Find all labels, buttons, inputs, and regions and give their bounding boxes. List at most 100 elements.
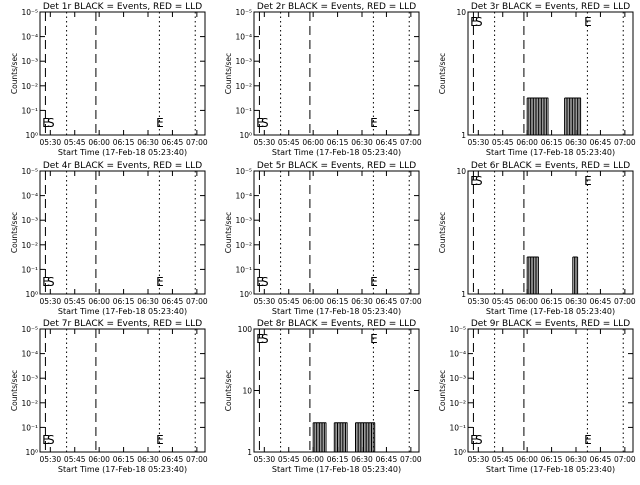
plot-frame — [253, 11, 420, 136]
y-tick-label: 10⁻³ — [449, 374, 466, 383]
y-tick-label: 1 — [461, 290, 466, 299]
marker-e: E — [42, 275, 50, 289]
marker-s: S — [47, 275, 55, 289]
x-tick-label: 06:45 — [590, 138, 612, 147]
x-tick-label: 05:30 — [40, 138, 62, 147]
marker-e: E — [470, 433, 478, 447]
y-tick-label: 10⁻⁴ — [449, 350, 466, 359]
y-tick-label: 10⁻⁴ — [235, 192, 252, 201]
events-series-line — [526, 97, 582, 135]
x-tick-label: 07:00 — [614, 455, 636, 464]
plot-frame — [39, 170, 206, 295]
x-axis-label: Start Time (17-Feb-18 05:23:40) — [272, 465, 401, 474]
marker-s: S — [261, 275, 269, 289]
x-tick-label: 06:30 — [137, 138, 159, 147]
y-tick-label: 10⁻¹ — [21, 265, 38, 274]
panel-title: Det 2r BLACK = Events, RED = LLD — [257, 2, 416, 12]
x-tick-label: 05:30 — [468, 455, 490, 464]
plot-frame — [253, 328, 420, 453]
x-tick-label: 06:15 — [113, 297, 135, 306]
x-tick-label: 06:45 — [590, 297, 612, 306]
marker-e: E — [370, 116, 378, 130]
x-tick-label: 06:30 — [351, 138, 373, 147]
x-tick-label: 06:45 — [376, 297, 398, 306]
x-tick-label: 05:45 — [278, 455, 300, 464]
y-axis-label: Counts/sec — [438, 370, 447, 411]
marker-e: E — [156, 433, 164, 447]
y-tick-label: 10⁰ — [453, 448, 466, 457]
panel-title: Det 8r BLACK = Events, RED = LLD — [257, 319, 416, 329]
marker-e: E — [584, 433, 592, 447]
y-tick-label: 10⁻¹ — [21, 423, 38, 432]
x-tick-label: 06:15 — [113, 455, 135, 464]
x-tick-label: 06:00 — [302, 297, 324, 306]
y-tick-label: 10⁻⁵ — [235, 167, 252, 176]
x-tick-label: 06:30 — [351, 455, 373, 464]
x-tick-label: 06:00 — [88, 297, 110, 306]
x-tick-label: 06:00 — [302, 455, 324, 464]
x-tick-label: 05:45 — [492, 297, 514, 306]
x-tick-label: 07:00 — [400, 297, 422, 306]
plot-frame — [39, 328, 206, 453]
marker-e: E — [156, 116, 164, 130]
panel-det-7: Det 7r BLACK = Events, RED = LLD 10⁰ 10⁻¹ 1… — [10, 319, 208, 474]
x-tick-label: 06:00 — [516, 455, 538, 464]
y-tick-label: 10⁻³ — [21, 216, 38, 225]
x-tick-label: 06:45 — [162, 138, 184, 147]
x-axis-label: Start Time (17-Feb-18 05:23:40) — [58, 307, 187, 316]
y-tick-label: 10⁻³ — [21, 57, 38, 66]
panel-det-8: Det 8r BLACK = Events, RED = LLD 1 10 100 Co… — [224, 319, 422, 474]
x-tick-label: 05:30 — [40, 297, 62, 306]
x-tick-label: 05:45 — [64, 455, 86, 464]
y-tick-label: 10⁻² — [235, 82, 252, 91]
panel-det-3: Det 3r BLACK = Events, RED = LLD 1 10 Count… — [438, 2, 636, 157]
y-tick-label: 10⁰ — [25, 448, 38, 457]
y-axis-label: Counts/sec — [438, 53, 447, 94]
y-axis-label: Counts/sec — [10, 212, 19, 253]
y-tick-label: 100 — [238, 325, 253, 334]
panel-det-4: Det 4r BLACK = Events, RED = LLD 10⁰ 10⁻¹ 1… — [10, 161, 208, 316]
x-tick-label: 06:15 — [541, 297, 563, 306]
x-tick-label: 06:45 — [590, 455, 612, 464]
marker-e: E — [584, 174, 592, 188]
x-tick-label: 05:30 — [468, 297, 490, 306]
panel-title: Det 9r BLACK = Events, RED = LLD — [471, 319, 630, 329]
plot-frame — [467, 170, 634, 295]
y-tick-label: 10 — [456, 167, 466, 176]
y-axis-label: Counts/sec — [10, 370, 19, 411]
y-tick-label: 10⁰ — [239, 131, 252, 140]
y-tick-label: 10 — [456, 8, 466, 17]
x-tick-label: 06:15 — [113, 138, 135, 147]
marker-s: S — [475, 433, 483, 447]
panel-det-6: Det 6r BLACK = Events, RED = LLD 1 10 Count… — [438, 161, 636, 316]
x-tick-label: 06:30 — [565, 455, 587, 464]
y-tick-label: 10⁻⁵ — [21, 167, 38, 176]
x-tick-label: 06:15 — [541, 138, 563, 147]
marker-e: E — [370, 332, 378, 346]
x-tick-label: 07:00 — [614, 297, 636, 306]
x-tick-label: 05:45 — [64, 138, 86, 147]
plot-frame — [467, 11, 634, 136]
y-tick-label: 10⁰ — [25, 131, 38, 140]
x-tick-label: 06:45 — [162, 455, 184, 464]
marker-e: E — [156, 275, 164, 289]
x-tick-label: 05:45 — [492, 138, 514, 147]
x-tick-label: 06:00 — [302, 138, 324, 147]
x-tick-label: 06:45 — [162, 297, 184, 306]
marker-e: E — [42, 116, 50, 130]
x-tick-label: 05:45 — [492, 455, 514, 464]
marker-e: E — [256, 275, 264, 289]
y-axis-label: Counts/sec — [224, 370, 233, 411]
x-tick-label: 06:15 — [327, 297, 349, 306]
plot-frame — [39, 11, 206, 136]
panel-det-9: Det 9r BLACK = Events, RED = LLD 10⁰ 10⁻¹ 1… — [438, 319, 636, 474]
panel-det-5: Det 5r BLACK = Events, RED = LLD 10⁰ 10⁻¹ 1… — [224, 161, 422, 316]
panel-det-1: Det 1r BLACK = Events, RED = LLD 10⁰ 10⁻¹ 1… — [10, 2, 208, 157]
plot-frame — [253, 170, 420, 295]
y-tick-label: 10⁻⁵ — [235, 8, 252, 17]
x-tick-label: 07:00 — [400, 455, 422, 464]
panel-title: Det 6r BLACK = Events, RED = LLD — [471, 161, 630, 171]
marker-s: S — [261, 116, 269, 130]
x-tick-label: 05:45 — [64, 297, 86, 306]
y-tick-label: 10⁻¹ — [21, 106, 38, 115]
